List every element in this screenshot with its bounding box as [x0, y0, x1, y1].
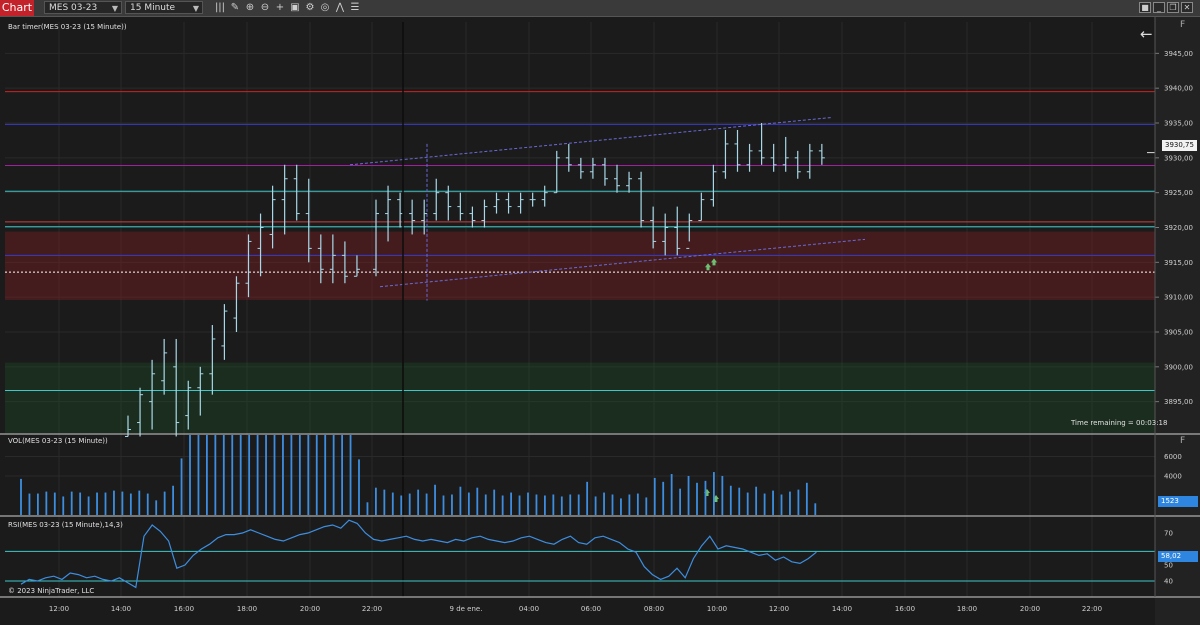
channel-lower-line [379, 238, 866, 288]
y-tick-label: 3915,00 [1164, 259, 1193, 267]
x-tick-label: 12:00 [769, 605, 789, 613]
channel-upper-line [349, 116, 833, 166]
time-remaining-label: Time remaining = 00:03:18 [1071, 419, 1168, 427]
price-axis-bg [1155, 17, 1200, 625]
price-zone [5, 362, 1155, 433]
close-icon[interactable]: ✕ [1181, 2, 1193, 13]
chevron-down-icon: ▼ [111, 4, 118, 13]
x-tick-label: 06:00 [581, 605, 601, 613]
y-tick-label: 4000 [1164, 472, 1182, 480]
rsi-panel-bg [5, 517, 1155, 597]
y-tick-label: 3940,00 [1164, 85, 1193, 93]
x-tick-label: 22:00 [362, 605, 382, 613]
instrument-selector[interactable]: MES 03-23 ▼ [44, 1, 122, 14]
x-tick-label: 12:00 [49, 605, 69, 613]
float-button[interactable]: F [1180, 436, 1186, 446]
interval-selector[interactable]: 15 Minute ▼ [125, 1, 203, 14]
price-panel-title: Bar timer(MES 03-23 (15 Minute)) [8, 23, 127, 31]
volume-panel-title: VOL(MES 03-23 (15 Minute)) [8, 437, 108, 445]
zoom-in-icon[interactable]: ⊕ [245, 2, 255, 13]
y-tick-label: 3900,00 [1164, 363, 1193, 371]
instrument-label: MES 03-23 [49, 3, 98, 13]
properties-icon[interactable]: ⚙ [305, 2, 315, 13]
crosshair-icon[interactable]: + [275, 2, 285, 13]
last-price-badge: 3930,75 [1162, 140, 1197, 151]
x-tick-label: 18:00 [237, 605, 257, 613]
x-tick-label: 14:00 [832, 605, 852, 613]
y-tick-label: 70 [1164, 530, 1173, 538]
y-tick-label: 3895,00 [1164, 398, 1193, 406]
x-tick-label: 04:00 [519, 605, 539, 613]
y-tick-label: 3935,00 [1164, 120, 1193, 128]
x-tick-label: 14:00 [111, 605, 131, 613]
up-arrow-icon [705, 263, 711, 271]
y-tick-label: 3920,00 [1164, 224, 1193, 232]
y-tick-label: 3945,00 [1164, 50, 1193, 58]
x-tick-label: 16:00 [895, 605, 915, 613]
x-tick-label: 20:00 [1020, 605, 1040, 613]
drawing-pencil-icon[interactable]: ✎ [230, 2, 240, 13]
y-tick-label: 40 [1164, 578, 1173, 586]
zoom-out-icon[interactable]: ⊖ [260, 2, 270, 13]
price-float-button[interactable]: F [1180, 20, 1186, 30]
price-zone [5, 231, 1155, 300]
copyright-label: © 2023 NinjaTrader, LLC [8, 587, 95, 595]
data-box-icon[interactable]: ▣ [290, 2, 300, 13]
y-tick-label: 3910,00 [1164, 294, 1193, 302]
rsi-last-badge: 58,02 [1158, 551, 1198, 562]
up-arrow-icon [711, 258, 717, 266]
x-tick-label: 10:00 [707, 605, 727, 613]
bar-type-icon[interactable]: ||| [214, 2, 226, 13]
maximize-icon[interactable]: ■ [1139, 2, 1151, 13]
chart-area[interactable]: 12:00 14:00 16:00 18:00 20:00 22:00 9 de ene. 0… [0, 17, 1200, 625]
minimize-icon[interactable]: _ [1153, 2, 1165, 13]
drawing-tools-icon[interactable]: ⋀ [335, 2, 345, 13]
interval-label: 15 Minute [130, 3, 176, 13]
chevron-down-icon: ▼ [192, 4, 199, 13]
chart-tab[interactable]: Chart [0, 0, 34, 16]
x-tick-label: 16:00 [174, 605, 194, 613]
y-tick-label: 3925,00 [1164, 189, 1193, 197]
back-arrow-icon[interactable]: ← [1140, 25, 1153, 43]
volume-panel-bg [5, 435, 1155, 515]
y-tick-label: 3905,00 [1164, 328, 1193, 336]
y-tick-label: 50 [1164, 562, 1173, 570]
restore-icon[interactable]: ❐ [1167, 2, 1179, 13]
x-tick-label: 08:00 [644, 605, 664, 613]
x-tick-label: 22:00 [1082, 605, 1102, 613]
x-tick-label: 18:00 [957, 605, 977, 613]
y-tick-label: 3930,00 [1164, 154, 1193, 162]
rsi-line [20, 519, 817, 589]
y-tick-label: 6000 [1164, 453, 1182, 461]
chart-toolbar: Chart MES 03-23 ▼ 15 Minute ▼ ||| ✎ ⊕ ⊖ + ▣ ⚙ ◎… [0, 0, 1200, 17]
screenshot-icon[interactable]: ◎ [320, 2, 330, 13]
x-tick-label: 20:00 [300, 605, 320, 613]
rsi-panel-title: RSI(MES 03-23 (15 Minute),14,3) [8, 521, 123, 529]
strategies-icon[interactable]: ☰ [350, 2, 360, 13]
x-tick-label: 9 de ene. [450, 605, 483, 613]
volume-last-badge: 1523 [1158, 496, 1198, 507]
